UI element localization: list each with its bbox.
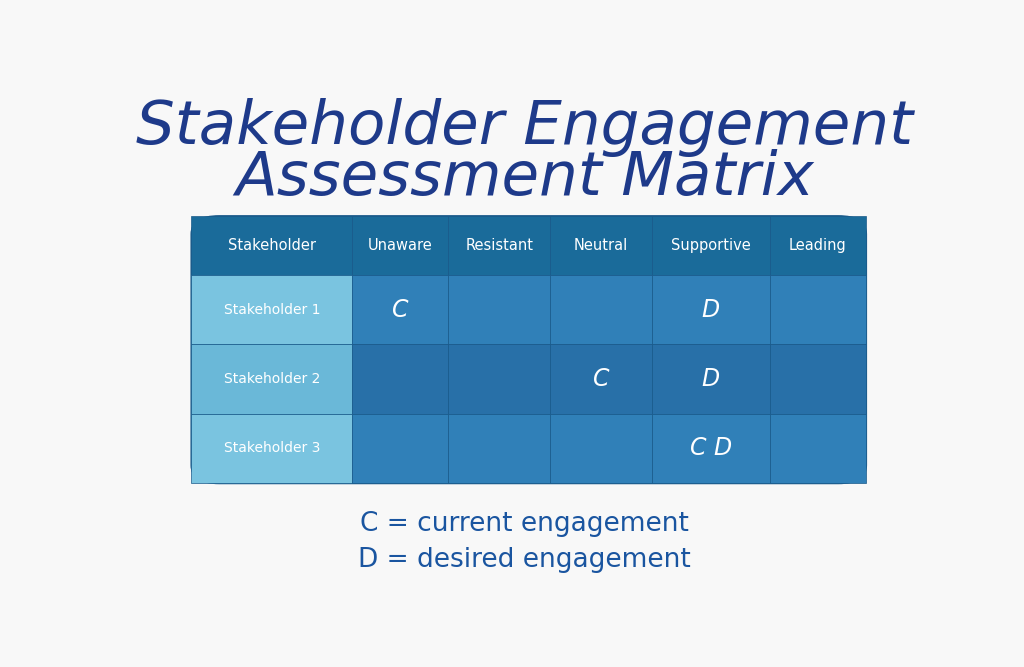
Bar [550, 414, 652, 483]
Bar [352, 344, 449, 414]
Text: Resistant: Resistant [465, 238, 534, 253]
Bar [770, 414, 866, 483]
Bar [550, 216, 652, 275]
Bar [652, 216, 770, 275]
Text: C D: C D [690, 436, 732, 460]
Bar [449, 344, 550, 414]
Text: Leading: Leading [788, 238, 847, 253]
Bar [770, 344, 866, 414]
Bar [191, 414, 352, 483]
Bar [449, 275, 550, 344]
Bar [550, 344, 652, 414]
Text: C = current engagement: C = current engagement [360, 512, 689, 538]
Text: Unaware: Unaware [368, 238, 433, 253]
FancyBboxPatch shape [191, 216, 866, 483]
Text: Stakeholder 3: Stakeholder 3 [223, 442, 319, 456]
Bar [770, 275, 866, 344]
Text: Stakeholder 1: Stakeholder 1 [223, 303, 321, 317]
Bar [770, 216, 866, 275]
Text: Stakeholder: Stakeholder [227, 238, 315, 253]
Bar [652, 275, 770, 344]
Bar [652, 414, 770, 483]
Text: C: C [593, 367, 609, 391]
Bar [352, 216, 449, 275]
Text: Assessment Matrix: Assessment Matrix [236, 149, 814, 208]
Text: Neutral: Neutral [573, 238, 628, 253]
Text: D = desired engagement: D = desired engagement [358, 547, 691, 573]
Bar [352, 275, 449, 344]
Bar [352, 414, 449, 483]
Text: Supportive: Supportive [671, 238, 751, 253]
Bar [191, 344, 352, 414]
Text: D: D [701, 297, 720, 321]
Bar [449, 216, 550, 275]
Bar [191, 275, 352, 344]
Text: C: C [392, 297, 409, 321]
Bar [550, 275, 652, 344]
Bar [449, 414, 550, 483]
Bar [652, 344, 770, 414]
Text: Stakeholder Engagement: Stakeholder Engagement [136, 98, 913, 157]
Text: Stakeholder 2: Stakeholder 2 [223, 372, 319, 386]
Bar [191, 216, 352, 275]
Text: D: D [701, 367, 720, 391]
